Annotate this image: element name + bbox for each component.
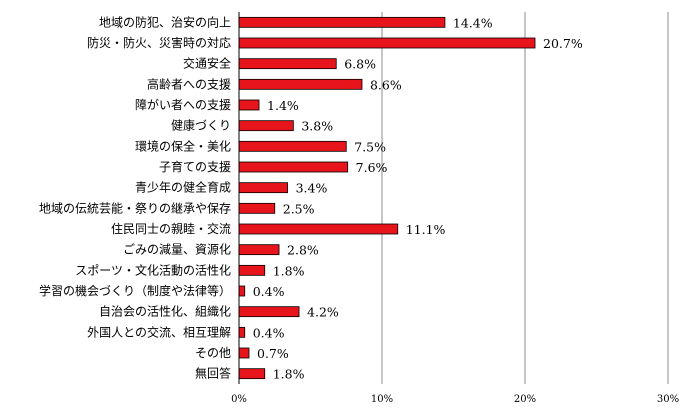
category-label-8: 青少年の健全育成: [135, 180, 231, 195]
value-label-10: 11.1%: [406, 222, 446, 237]
bar-15: [238, 326, 246, 338]
bar-4: [238, 99, 260, 111]
value-label-17: 1.8%: [273, 367, 305, 382]
value-labels: 14.4% 20.7% 6.8% 8.6% 1.4%3.8% 7.5% 7.6% 3.4% 2.…: [253, 15, 583, 381]
category-label-4: 障がい者への支援: [135, 97, 231, 112]
value-label-13: 0.4%: [253, 284, 285, 299]
bar-9: [238, 202, 276, 214]
category-label-11: ごみの減量、資源化: [123, 242, 231, 257]
x-tick-label-0: 0%: [231, 394, 247, 405]
value-label-6: 7.5%: [354, 139, 386, 154]
category-label-3: 高齢者への支援: [147, 76, 231, 91]
bar-5: [238, 120, 294, 132]
bar-3: [238, 78, 363, 90]
category-label-1: 防災・防火、災害時の対応: [87, 35, 231, 50]
value-label-11: 2.8%: [287, 243, 319, 258]
bar-16: [238, 347, 250, 359]
bar-11: [238, 244, 280, 256]
bar-14: [238, 306, 300, 318]
value-label-16: 0.7%: [257, 346, 289, 361]
bar-10: [238, 223, 399, 235]
value-label-14: 4.2%: [307, 305, 339, 320]
grid-lines: [381, 12, 669, 384]
x-tick-label-3: 30%: [657, 394, 679, 405]
value-label-2: 6.8%: [344, 57, 376, 72]
bar-7: [238, 161, 349, 173]
value-label-5: 3.8%: [301, 119, 333, 134]
bar-2: [238, 58, 337, 70]
value-label-8: 3.4%: [296, 181, 328, 196]
category-label-6: 環境の保全・美化: [135, 138, 231, 153]
category-label-16: その他: [195, 346, 231, 360]
bar-6: [238, 140, 347, 152]
bar-17: [238, 368, 266, 380]
x-tick-labels: 0% 10% 20% 30%: [231, 394, 679, 405]
category-label-10: 住民同士の親睦・交流: [111, 221, 231, 236]
bar-0: [238, 16, 446, 28]
value-label-15: 0.4%: [253, 325, 285, 340]
category-label-0: 地域の防犯、治安の向上: [99, 14, 231, 29]
value-label-1: 20.7%: [543, 36, 583, 51]
category-label-15: 外国人との交流、相互理解: [87, 324, 231, 339]
category-labels: 地域の防犯、治安の向上防災・防火、災害時の対応交通安全高齢者への支援障がい者への…: [39, 14, 231, 380]
category-label-17: 無回答: [195, 366, 231, 381]
value-label-12: 1.8%: [273, 263, 305, 278]
value-label-4: 1.4%: [267, 98, 299, 113]
value-label-9: 2.5%: [283, 201, 315, 216]
category-label-5: 健康づくり: [171, 118, 231, 133]
category-label-12: スポーツ・文化活動の活性化: [75, 262, 231, 277]
bar-1: [238, 37, 536, 49]
x-tick-label-1: 10%: [371, 394, 393, 405]
value-label-3: 8.6%: [370, 77, 402, 92]
category-label-7: 子育ての支援: [159, 159, 231, 174]
bar-13: [238, 285, 246, 297]
category-label-14: 自治会の活性化、組織化: [99, 305, 231, 319]
category-label-9: 地域の伝統芸能・祭りの継承や保存: [39, 200, 231, 215]
x-tick-label-2: 20%: [514, 394, 536, 405]
bar-12: [238, 264, 266, 276]
category-label-2: 交通安全: [183, 56, 231, 71]
value-label-7: 7.6%: [356, 160, 388, 175]
value-label-0: 14.4%: [453, 15, 493, 30]
category-label-13: 学習の機会づくり（制度や法律等）: [39, 283, 231, 298]
bar-8: [238, 182, 289, 194]
